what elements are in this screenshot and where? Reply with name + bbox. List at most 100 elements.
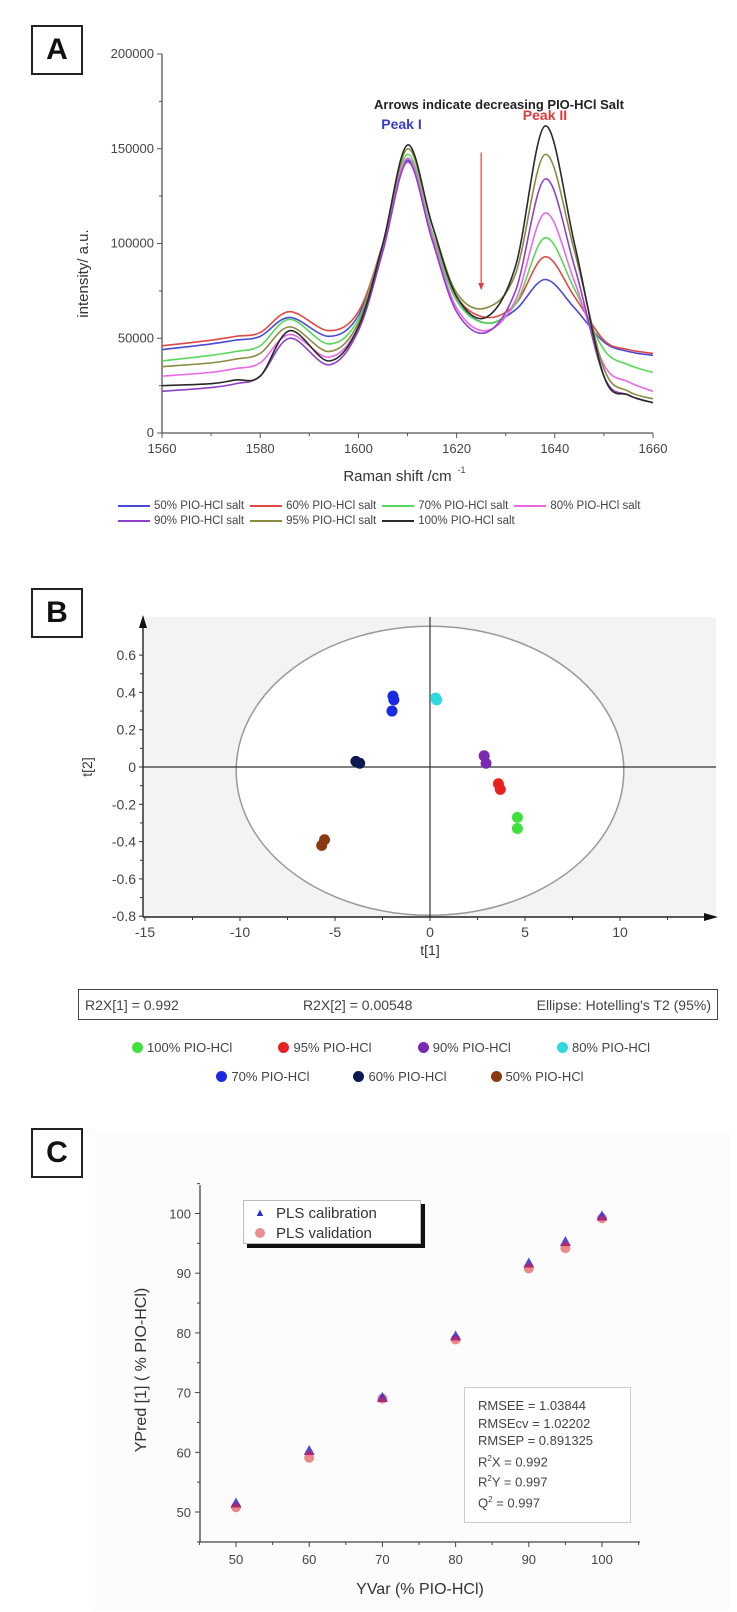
legend-label: 50% PIO-HCl salt: [154, 500, 245, 512]
dot-marker-icon: [216, 1071, 228, 1082]
line-swatch-icon: [250, 505, 283, 507]
x-tick-label: 60: [302, 1552, 316, 1567]
r2x1-text: R2X[1] = 0.992: [85, 996, 179, 1013]
y-tick-label: 50000: [118, 330, 154, 345]
x-tick-label: 50: [229, 1552, 243, 1567]
x-tick-label: 5: [521, 924, 529, 940]
legend-item: 70% PIO-HCl: [216, 1069, 309, 1084]
circle-marker-icon: [244, 1228, 276, 1238]
arrow-head-icon: [478, 282, 485, 290]
x-axis-title-sup: -1: [458, 465, 466, 475]
y-tick-label: 80: [177, 1326, 191, 1341]
r2y-text: R2Y = 0.997: [478, 1474, 548, 1490]
score-point: [354, 757, 366, 769]
y-axis-title: intensity/ a.u.: [75, 229, 92, 317]
x-tick-label: 1560: [148, 441, 177, 456]
y-axis-title: YPred [1] ( % PIO-HCl): [133, 1288, 150, 1452]
ellipse-text: Ellipse: Hotelling's T2 (95%): [536, 996, 711, 1013]
legend-item: 95% PIO-HCl: [278, 1040, 372, 1055]
x-tick-label: -15: [135, 924, 155, 940]
y-tick-label: 0.4: [117, 684, 137, 700]
line-swatch-icon: [250, 520, 283, 522]
pca-stats-box: R2X[1] = 0.992 R2X[2] = 0.00548 Ellipse:…: [78, 989, 718, 1020]
legend-label: 80% PIO-HCl: [571, 1040, 650, 1055]
y-tick-label: 100000: [111, 236, 154, 251]
y-tick-label: 0.2: [117, 722, 137, 738]
legend-item-validation: PLS validation: [244, 1223, 420, 1243]
legend-label: 50% PIO-HCl: [505, 1069, 584, 1084]
pls-stats-box: RMSEE = 1.03844 RMSEcv = 1.02202 RMSEP =…: [464, 1387, 631, 1523]
dot-marker-icon: [353, 1071, 365, 1082]
legend-item: 80% PIO-HCl: [556, 1040, 650, 1055]
line-swatch-icon: [118, 505, 150, 507]
panel-label-a: A: [31, 25, 83, 75]
peak-label: Peak II: [523, 107, 567, 123]
spectrum-line: [161, 153, 654, 374]
y-tick-label: 0.6: [117, 647, 137, 663]
legend-item: 95% PIO-HCl salt: [250, 515, 376, 527]
score-point: [511, 823, 523, 835]
legend-label: 100% PIO-HCl: [147, 1040, 233, 1055]
dot-marker-icon: [132, 1042, 143, 1053]
legend-item: 60% PIO-HCl salt: [250, 500, 376, 512]
legend-label: 95% PIO-HCl salt: [286, 515, 377, 527]
y-tick-label: 90: [177, 1266, 191, 1281]
score-point: [386, 705, 398, 717]
x-tick-label: 1580: [246, 441, 275, 456]
line-swatch-icon: [382, 520, 415, 522]
x-axis-arrow-icon: [704, 913, 718, 921]
x-tick-label: 1640: [540, 441, 569, 456]
y-tick-label: -0.8: [112, 908, 136, 924]
legend-item: 50% PIO-HCl salt: [118, 500, 244, 512]
legend-label: 60% PIO-HCl salt: [286, 500, 377, 512]
chart-a-legend: 50% PIO-HCl salt 60% PIO-HCl salt 70% PIO-…: [118, 500, 718, 530]
score-point: [316, 839, 328, 851]
triangle-marker-icon: ▲: [254, 1207, 266, 1219]
dot-marker-icon: [278, 1042, 290, 1053]
x-tick-label: 10: [612, 924, 628, 940]
r2x-text: R2X = 0.992: [478, 1453, 548, 1469]
x-tick-label: 1600: [344, 441, 373, 456]
validation-point: [304, 1452, 315, 1463]
legend-item: 90% PIO-HCl salt: [118, 515, 244, 527]
legend-item: 50% PIO-HCl: [490, 1069, 584, 1084]
legend-label: 60% PIO-HCl: [368, 1069, 447, 1084]
y-tick-label: 100: [169, 1207, 191, 1222]
x-axis-title: YVar (% PIO-HCl): [356, 1581, 484, 1598]
legend-label: 70% PIO-HCl: [231, 1069, 310, 1084]
y-tick-label: 60: [177, 1445, 191, 1460]
score-point: [511, 811, 523, 823]
y-tick-label: 70: [177, 1386, 191, 1401]
x-tick-label: 1660: [639, 441, 668, 456]
y-tick-label: 0: [147, 425, 154, 440]
y-tick-label: 150000: [111, 141, 154, 156]
score-point: [431, 694, 443, 706]
rmsecv-text: RMSEcv = 1.02202: [478, 1415, 591, 1431]
line-swatch-icon: [382, 505, 415, 507]
score-point: [480, 757, 492, 769]
line-swatch-icon: [118, 520, 150, 522]
legend-label: 80% PIO-HCl salt: [550, 500, 641, 512]
x-tick-label: 80: [448, 1552, 462, 1567]
y-tick-label: 50: [177, 1505, 191, 1520]
legend-item: 100% PIO-HCl: [132, 1040, 232, 1055]
score-point: [494, 783, 506, 795]
dot-marker-icon: [490, 1071, 502, 1082]
pca-score-plot: -0.8 -0.6 -0.4 -0.2 0 0.2 0.4 0.6 -15 -10 -5 0 5 10 t[…: [79, 615, 718, 958]
legend-label: 90% PIO-HCl: [432, 1040, 511, 1055]
r2x2-text: R2X[2] = 0.00548: [303, 996, 413, 1013]
line-swatch-icon: [514, 505, 547, 507]
y-axis-arrow-icon: [139, 615, 147, 628]
legend-label: 100% PIO-HCl salt: [418, 515, 515, 527]
x-tick-label: -10: [230, 924, 250, 940]
legend-item-calibration: ▲ PLS calibration: [244, 1203, 420, 1223]
raman-spectra-chart: 0 50000 100000 150000 200000 1560 1580 1600 1620…: [75, 46, 668, 485]
legend-item: 100% PIO-HCl salt: [382, 515, 515, 527]
legend-label: PLS calibration: [276, 1204, 377, 1222]
chart-c-legend: ▲ PLS calibration PLS validation: [243, 1200, 421, 1244]
panel-label-b: B: [31, 588, 83, 638]
panel-label-c: C: [31, 1128, 83, 1178]
x-tick-label: 90: [522, 1552, 536, 1567]
rmsee-text: RMSEE = 1.03844: [478, 1398, 587, 1413]
